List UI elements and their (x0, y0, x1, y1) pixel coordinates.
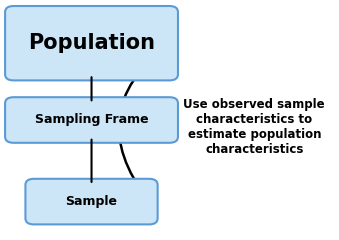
Text: Use observed sample
characteristics to
estimate population
characteristics: Use observed sample characteristics to e… (183, 98, 325, 156)
FancyBboxPatch shape (5, 6, 178, 80)
FancyBboxPatch shape (5, 97, 178, 143)
Text: Population: Population (28, 33, 155, 53)
FancyArrowPatch shape (119, 45, 166, 199)
Text: Sampling Frame: Sampling Frame (35, 114, 148, 126)
Text: Sample: Sample (65, 195, 118, 208)
FancyBboxPatch shape (25, 179, 158, 224)
